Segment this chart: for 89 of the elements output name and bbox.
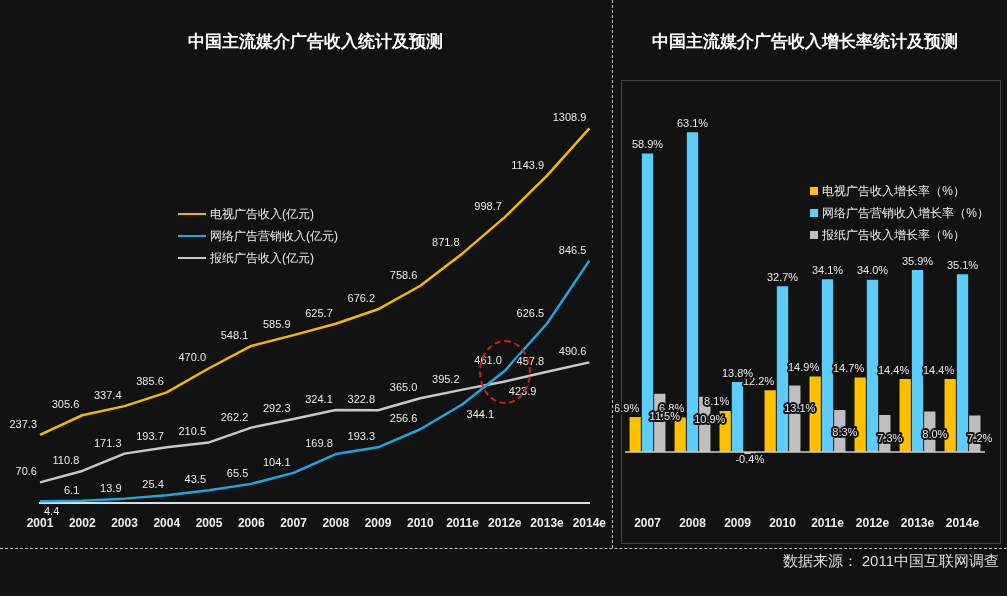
data-label: 337.4 [93,389,122,402]
data-label: 13.1% [784,402,816,415]
data-label: 470.0 [178,351,207,364]
data-label: 25.4 [142,478,164,491]
legend-label: 网络广告营销收入(亿元) [210,227,338,245]
data-label: 14.4% [878,363,910,376]
data-label: 35.1% [946,258,979,271]
legend-label: 报纸广告收入(亿元) [210,249,314,267]
x-tick-label: 2007 [280,516,308,531]
data-label: 344.1 [466,408,495,421]
x-tick-label: 2005 [195,516,223,531]
chart-title: 中国主流媒介广告收入统计及预测 [187,31,443,51]
data-label: 1143.9 [511,158,545,171]
data-label: 14.9% [788,361,820,374]
data-label: 490.6 [558,345,587,358]
data-label: 322.8 [347,393,376,406]
data-label: 292.3 [263,402,291,415]
x-tick-label: 2006 [237,516,265,531]
chart-title: 中国主流媒介广告收入增长率统计及预测 [652,31,958,51]
data-label: 58.9% [631,138,664,151]
data-label: 8.0% [922,427,948,440]
data-label: 548.1 [220,328,249,341]
data-label: 423.9 [508,385,537,398]
data-label: 998.7 [474,200,502,213]
data-label: 70.6 [15,465,37,478]
data-label: 256.6 [389,412,418,425]
x-tick-label: 2014e [945,516,980,531]
data-label: 262.2 [220,410,249,423]
data-label: 676.2 [347,292,376,305]
legend-label: 网络广告营销收入增长率（%） [822,204,989,222]
x-tick-label: 2007 [634,516,662,531]
data-label: 365.0 [389,381,418,394]
legend-label: 报纸广告收入增长率（%） [822,226,965,244]
data-label: 169.8 [305,437,333,450]
data-label: 1308.9 [552,111,587,124]
data-label: 758.6 [389,268,418,281]
data-label: 14.4% [923,363,955,376]
data-label: 626.5 [516,306,545,319]
data-label: 6.1 [63,483,80,496]
data-label: 13.9 [100,481,122,494]
data-label: 457.8 [516,354,545,367]
data-label: 461.0 [474,353,502,366]
x-tick-label: 2004 [153,516,181,531]
data-label: 210.5 [178,425,207,438]
data-label: 32.7% [766,270,799,283]
data-label: 35.9% [901,254,934,267]
data-label: 846.5 [558,243,587,256]
x-tick-label: 2002 [68,516,96,531]
x-tick-label: 2008 [679,516,707,531]
data-label: 305.6 [51,398,80,411]
x-tick-label: 2012e [488,516,522,531]
data-label: 63.1% [676,116,709,129]
data-label: 34.1% [811,263,844,276]
data-label: 871.8 [432,236,460,249]
data-label: -0.4% [735,453,765,466]
x-tick-label: 2013e [530,516,565,531]
data-label: 8.3% [832,426,858,439]
x-tick-label: 2008 [322,516,350,531]
data-label: 237.3 [9,417,37,430]
data-label: 110.8 [52,453,80,466]
data-label: 625.7 [305,306,333,319]
x-tick-label: 2011e [446,516,480,531]
data-label: 43.5 [184,473,207,486]
legend-label: 电视广告收入增长率（%） [822,182,965,200]
data-label: 6.9% [614,401,640,414]
data-label: 4.4 [44,505,60,518]
data-label: 65.5 [226,466,249,479]
legend-label: 电视广告收入(亿元) [210,205,314,223]
x-tick-label: 2009 [724,516,752,531]
x-tick-label: 2003 [111,516,139,531]
x-tick-label: 2014e [572,516,607,531]
data-label: 585.9 [263,318,291,331]
x-tick-label: 2012e [855,516,890,531]
data-label: 324.1 [305,392,333,405]
data-label: 385.6 [136,375,164,388]
data-label: 193.3 [347,430,376,443]
x-tick-label: 2010 [406,516,434,531]
source-note: 数据来源： 2011中国互联网调查 [782,552,999,571]
data-label: 104.1 [263,455,291,468]
x-tick-label: 2013e [900,516,935,531]
data-label: 171.3 [93,436,122,449]
x-tick-label: 2009 [364,516,392,531]
data-label: 14.7% [833,362,865,375]
data-label: 34.0% [856,264,889,277]
x-tick-label: 2011e [811,516,845,531]
x-tick-label: 2001 [26,516,54,531]
data-label: 395.2 [432,372,460,385]
x-tick-label: 2010 [769,516,797,531]
data-label: 193.7 [136,430,164,443]
